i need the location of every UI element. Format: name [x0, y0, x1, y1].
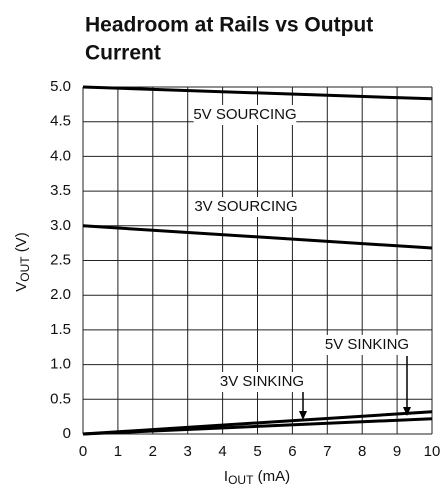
- series-line: [82, 417, 433, 436]
- y-axis-label: VOUT (V): [13, 232, 32, 292]
- series-label: 5V SOURCING: [193, 106, 296, 123]
- y-tick-label: 0: [63, 425, 71, 442]
- label-background: [320, 335, 414, 355]
- y-tick-label: 0.5: [50, 390, 71, 407]
- y-tick-label: 3.5: [50, 182, 71, 199]
- x-tick-label: 1: [114, 443, 122, 460]
- x-axis-label: IOUT (mA): [224, 468, 290, 487]
- x-tick-label: 4: [218, 443, 226, 460]
- y-tick-label: 4.5: [50, 113, 71, 130]
- arrow-head: [403, 407, 411, 416]
- x-tick-label: 10: [424, 443, 441, 460]
- x-tick-label: 8: [358, 443, 366, 460]
- x-tick-label: 5: [253, 443, 261, 460]
- x-tick-label: 9: [393, 443, 401, 460]
- series-label: 3V SOURCING: [194, 198, 297, 215]
- label-background: [193, 105, 297, 125]
- label-background: [194, 197, 298, 217]
- y-tick-label: 3.0: [50, 217, 71, 234]
- y-tick-label: 1.5: [50, 321, 71, 338]
- y-tick-label: 2.0: [50, 286, 71, 303]
- y-tick-label: 4.0: [50, 147, 71, 164]
- x-tick-label: 7: [323, 443, 331, 460]
- chart-title: Current: [85, 42, 161, 65]
- x-tick-label: 6: [288, 443, 296, 460]
- x-tick-label: 0: [79, 443, 87, 460]
- x-tick-label: 2: [149, 443, 157, 460]
- series-label: 5V SINKING: [325, 336, 409, 353]
- y-tick-label: 1.0: [50, 356, 71, 373]
- chart-title: Headroom at Rails vs Output: [85, 14, 373, 37]
- x-tick-label: 3: [184, 443, 192, 460]
- arrow-head: [299, 411, 307, 420]
- label-background: [215, 372, 309, 392]
- series-line: [82, 224, 433, 250]
- series-label: 3V SINKING: [220, 373, 304, 390]
- y-tick-label: 2.5: [50, 251, 71, 268]
- y-tick-label: 5.0: [50, 78, 71, 95]
- series-line: [82, 85, 433, 101]
